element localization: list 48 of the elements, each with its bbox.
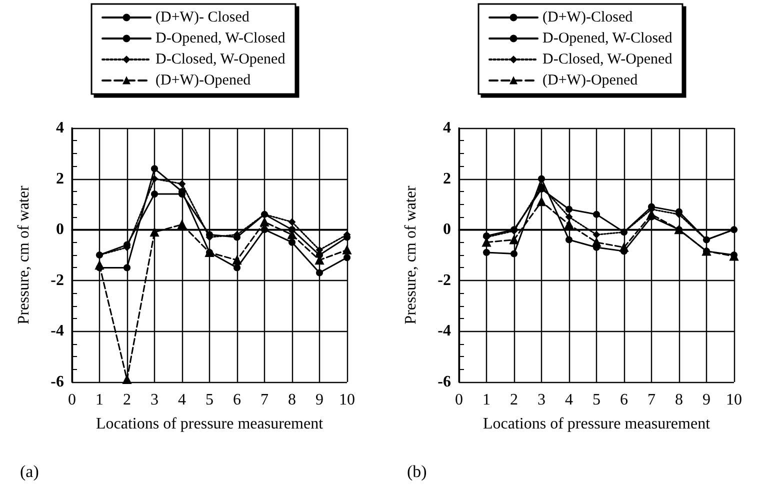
x-tick-label: 7 [648, 392, 656, 408]
text: (a) [20, 462, 39, 481]
y-tick-label: 2 [443, 170, 451, 188]
y-tick-label: 4 [443, 120, 451, 136]
x-tick-label: 10 [726, 392, 742, 408]
y-tick-label: -4 [50, 322, 64, 340]
y-axis-title: Pressure, cm of water [402, 185, 420, 324]
legend-label: D-Opened, W-Closed [156, 30, 286, 46]
x-tick-label: 1 [482, 392, 490, 408]
y-tick-label: -4 [438, 322, 451, 340]
x-tick-label: 5 [592, 392, 600, 408]
legend-label: (D+W)-Closed [542, 10, 634, 26]
x-tick-label: 8 [675, 392, 683, 408]
x-tick-label: 8 [288, 392, 296, 408]
x-axis-title: Locations of pressure measurement [482, 416, 711, 432]
x-tick-label: 6 [233, 392, 241, 408]
x-axis-title: Locations of pressure measurement [96, 416, 324, 432]
legend-label: (D+W)-Opened [156, 72, 252, 88]
x-tick-label: 4 [178, 392, 186, 408]
y-tick-label: 2 [56, 170, 64, 188]
y-tick-label: 0 [443, 221, 451, 238]
x-tick-label: 7 [260, 392, 268, 408]
x-tick-label: 0 [455, 392, 463, 408]
x-tick-label: 5 [206, 392, 214, 408]
legend-label: (D+W)-Opened [542, 72, 638, 88]
x-tick-label: 4 [565, 392, 573, 408]
x-tick-label: 3 [150, 392, 158, 408]
legend-label: D-Opened, W-Closed [542, 30, 673, 46]
text: (b) [407, 462, 427, 481]
x-tick-label: 9 [316, 392, 324, 408]
y-tick-label: -2 [438, 272, 451, 289]
legend-label: D-Closed, W-Opened [156, 52, 286, 68]
legend-label: (D+W)- Closed [156, 10, 250, 26]
x-tick-label: 0 [68, 392, 76, 408]
y-tick-label: 0 [56, 221, 64, 238]
y-axis-title: Pressure, cm of water [16, 185, 32, 324]
x-tick-label: 10 [339, 392, 355, 408]
legend-label: D-Closed, W-Opened [542, 52, 673, 68]
y-tick-label: -2 [50, 272, 64, 289]
x-tick-label: 1 [96, 392, 104, 408]
y-tick-label: -6 [50, 374, 64, 390]
x-tick-label: 2 [510, 392, 518, 408]
x-tick-label: 2 [123, 392, 131, 408]
y-tick-label: 4 [56, 120, 64, 136]
y-tick-label: -6 [438, 374, 451, 390]
x-tick-label: 3 [538, 392, 546, 408]
x-tick-label: 9 [702, 392, 710, 408]
x-tick-label: 6 [620, 392, 628, 408]
